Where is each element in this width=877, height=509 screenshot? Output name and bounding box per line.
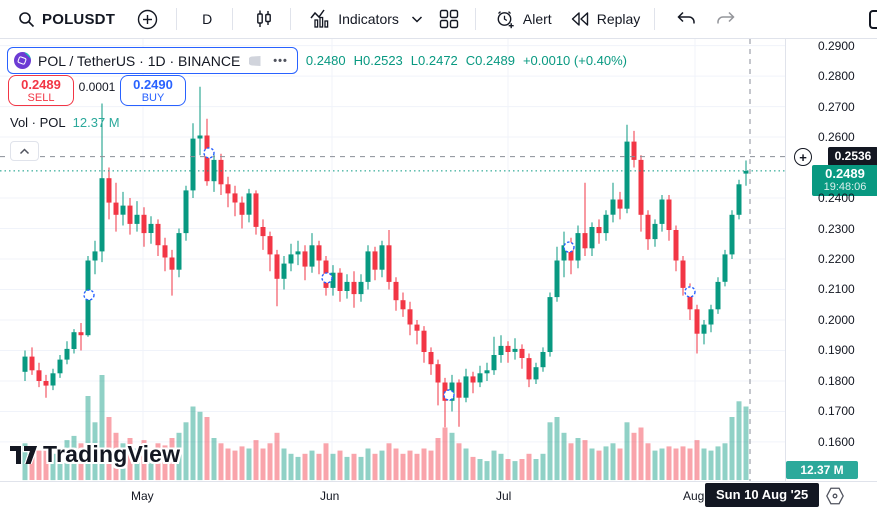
fullscreen-button-partial[interactable] <box>869 10 877 29</box>
indicator-templates-button[interactable] <box>407 2 427 36</box>
trade-panel: 0.2489 SELL 0.0001 0.2490 BUY <box>8 75 186 106</box>
undo-button[interactable] <box>668 2 704 36</box>
indicators-label: Indicators <box>338 11 399 27</box>
add-alert-plus-button[interactable]: + <box>794 148 812 166</box>
ohlc-change: +0.0010 (+0.40%) <box>522 53 628 68</box>
ohlc-low: L0.2472 <box>410 53 458 68</box>
tradingview-logo-text: TradingView <box>43 441 181 467</box>
toolbar-separator <box>232 8 234 30</box>
compare-add-button[interactable] <box>129 2 166 36</box>
candlestick-chart[interactable] <box>0 39 785 481</box>
volume-axis-badge: 12.37 M <box>786 461 858 479</box>
candlestick-style-icon <box>257 10 272 27</box>
chevron-down-icon <box>411 16 422 23</box>
spread-value: 0.0001 <box>78 80 116 94</box>
price-axis-tick: 0.2400 <box>818 191 855 205</box>
price-axis-tick: 0.1800 <box>818 374 855 388</box>
chart-main: POL / TetherUS · 1D · BINANCE ••• 0.2480… <box>0 39 877 481</box>
alert-clock-icon <box>497 10 514 28</box>
interval-label: D <box>202 11 213 27</box>
price-axis-tick: 0.2000 <box>818 313 855 327</box>
buy-button[interactable]: 0.2490 BUY <box>120 75 186 106</box>
legend-symbol-button[interactable]: POL / TetherUS · 1D · BINANCE ••• <box>7 47 298 74</box>
price-axis-tick: 0.2600 <box>818 130 855 144</box>
crosshair-price-badge: 0.2536 <box>828 147 877 166</box>
symbol-search-button[interactable]: POLUSDT <box>10 2 123 36</box>
chart-legend: POL / TetherUS · 1D · BINANCE ••• 0.2480… <box>7 47 627 74</box>
chevron-up-icon <box>19 147 30 154</box>
scale-settings-button[interactable] <box>824 485 846 507</box>
price-axis[interactable]: + 0.2536 0.2489 19:48:06 12.37 M 0.2900 0… <box>785 39 877 481</box>
sell-button[interactable]: 0.2489 SELL <box>8 75 74 106</box>
price-axis-tick: 0.2100 <box>818 282 855 296</box>
price-axis-tick: 0.2300 <box>818 222 855 236</box>
toolbar-separator <box>474 8 476 30</box>
hexagon-gear-icon <box>826 487 844 505</box>
price-axis-tick: 0.2700 <box>818 100 855 114</box>
indicators-button[interactable]: Indicators <box>302 2 407 36</box>
crosshair-date-tooltip: Sun 10 Aug '25 <box>705 483 820 507</box>
undo-arrow-icon <box>677 11 696 23</box>
tradingview-logo-icon <box>10 445 38 464</box>
time-axis[interactable]: Sun 10 Aug '25 May Jun Jul Aug <box>0 481 877 509</box>
price-axis-tick: 0.1700 <box>818 404 855 418</box>
time-axis-label: May <box>131 489 154 503</box>
interval-button[interactable]: D <box>188 2 226 36</box>
sell-label: SELL <box>27 92 55 104</box>
alert-label: Alert <box>522 11 552 27</box>
buy-price: 0.2490 <box>133 77 173 92</box>
ohlc-high: H0.2523 <box>353 53 403 68</box>
symbol-name: POLUSDT <box>42 10 116 28</box>
redo-button[interactable] <box>708 2 744 36</box>
grid-layout-icon <box>439 9 459 29</box>
time-axis-label: Jul <box>496 489 512 503</box>
bar-countdown: 19:48:06 <box>823 181 867 193</box>
replay-rewind-icon <box>571 12 588 26</box>
time-axis-label: Aug <box>683 489 705 503</box>
replay-label: Replay <box>596 11 641 27</box>
chart-region: POL / TetherUS · 1D · BINANCE ••• 0.2480… <box>0 39 785 481</box>
price-axis-tick: 0.2900 <box>818 39 855 53</box>
price-axis-tick: 0.1900 <box>818 343 855 357</box>
plus-circle-icon <box>137 9 158 29</box>
pol-symbol-logo <box>14 52 31 69</box>
ohlc-close: C0.2489 <box>465 53 515 68</box>
top-toolbar: POLUSDT D <box>0 0 877 39</box>
time-axis-label: Jun <box>320 489 340 503</box>
ohlc-values: 0.2480 H0.2523 L0.2472 C0.2489 +0.0010 (… <box>306 53 627 68</box>
toolbar-separator <box>654 8 656 30</box>
chart-style-button[interactable] <box>246 2 282 36</box>
last-price-value: 0.2489 <box>825 166 865 181</box>
price-axis-tick: 0.2800 <box>818 69 855 83</box>
tradingview-watermark[interactable]: TradingView <box>10 441 180 468</box>
collapse-legend-button[interactable] <box>10 141 39 161</box>
toolbar-separator <box>176 8 178 30</box>
buy-label: BUY <box>141 92 165 104</box>
toolbar-separator <box>290 8 292 30</box>
price-axis-tick: 0.2200 <box>818 252 855 266</box>
flag-icon[interactable] <box>249 55 262 67</box>
search-icon <box>19 11 35 27</box>
legend-symbol-title: POL / TetherUS · 1D · BINANCE <box>38 52 241 69</box>
replay-button[interactable]: Replay <box>562 2 649 36</box>
sell-price: 0.2489 <box>21 77 61 92</box>
ohlc-open: 0.2480 <box>305 53 346 68</box>
price-axis-tick: 0.1600 <box>818 435 855 449</box>
layout-grid-button[interactable] <box>431 2 467 36</box>
more-options-button[interactable]: ••• <box>273 54 288 67</box>
last-price-badge: 0.2489 19:48:06 <box>812 165 877 196</box>
volume-legend: Vol · POL 12.37 M <box>10 115 120 130</box>
redo-arrow-icon <box>717 11 735 23</box>
indicators-icon <box>310 9 329 28</box>
alert-button[interactable]: Alert <box>487 2 560 36</box>
volume-label: Vol · POL <box>10 115 66 130</box>
volume-value: 12.37 M <box>72 115 120 130</box>
